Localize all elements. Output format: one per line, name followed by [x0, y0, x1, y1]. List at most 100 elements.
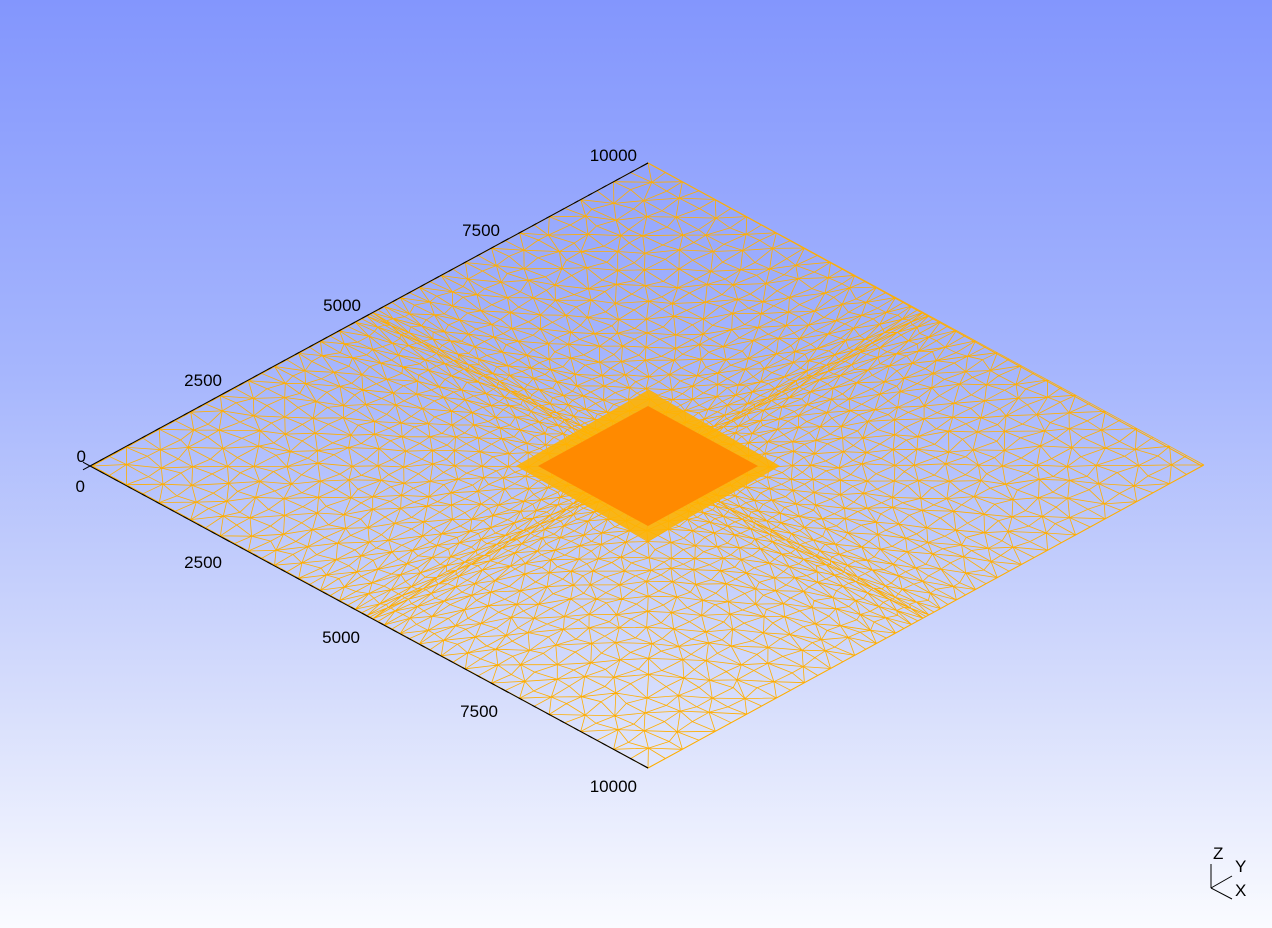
axis-tick — [560, 720, 565, 724]
axis-tick — [169, 420, 174, 424]
lower-tick-label-5000: 5000 — [322, 628, 360, 647]
axis-tick — [361, 612, 370, 618]
axis-tick — [392, 629, 398, 633]
upper-tick-label-10000: 10000 — [590, 146, 637, 165]
axis-tick — [490, 245, 495, 249]
lower-tick-label-7500: 7500 — [460, 702, 498, 721]
axis-tick — [239, 382, 244, 386]
axis-tick — [532, 223, 537, 227]
axis-tick — [587, 192, 593, 196]
axis-tick — [267, 367, 272, 371]
axis-tick — [350, 606, 356, 610]
axis-tick — [322, 336, 328, 340]
axis-tick — [211, 531, 216, 535]
upper-axis: 0 2500 5000 7500 10000 — [77, 146, 649, 471]
axis-tick — [501, 238, 509, 244]
axis-tick — [222, 389, 230, 395]
upper-tick-label-5000: 5000 — [323, 296, 361, 315]
axis-tick — [476, 253, 481, 257]
axis-tick — [518, 230, 523, 234]
axis-tick — [350, 321, 356, 325]
axis-tick — [490, 682, 495, 686]
axis-tick — [127, 486, 133, 490]
axis-tick — [127, 442, 133, 446]
axis-tick — [601, 185, 607, 189]
axis-tick — [113, 478, 119, 482]
axis-tick — [336, 599, 342, 603]
central-block — [538, 406, 758, 526]
axis-tick — [197, 523, 202, 527]
axis-tick — [99, 470, 105, 474]
axis-tick — [183, 412, 188, 416]
axis-tick — [615, 750, 621, 754]
lower-axis-ticks — [82, 461, 649, 769]
axis-tick — [267, 561, 272, 565]
lower-tick-label-0: 0 — [76, 477, 85, 496]
axis-tick — [183, 516, 188, 520]
axis-tick — [295, 351, 300, 356]
lower-tick-label-2500: 2500 — [184, 553, 222, 572]
axis-tick — [253, 374, 258, 378]
axis-tick — [532, 704, 537, 709]
axis-tick — [99, 457, 105, 462]
axis-tick — [361, 314, 370, 319]
axis-tick — [82, 461, 91, 467]
axis-tick — [308, 344, 314, 348]
axis-tick — [169, 508, 174, 512]
axis-tick — [336, 329, 342, 333]
triad-x-label: X — [1235, 881, 1246, 900]
upper-tick-label-7500: 7500 — [462, 221, 500, 240]
axis-tick — [211, 397, 216, 401]
axis-tick — [546, 712, 551, 716]
axis-tick — [253, 553, 258, 558]
axis-tick — [82, 465, 91, 471]
axis-tick — [281, 569, 286, 573]
axis-tick — [574, 200, 579, 204]
axis-tick — [222, 537, 230, 542]
axis-tick — [462, 261, 467, 265]
axis-tick — [197, 404, 202, 409]
lower-tick-label-10000: 10000 — [590, 777, 637, 796]
axis-tick — [434, 652, 439, 656]
axis-tick — [640, 162, 649, 168]
orientation-axes-triad[interactable]: Z Y X — [1210, 844, 1246, 900]
axis-tick — [501, 688, 509, 693]
upper-tick-label-0: 0 — [77, 447, 86, 466]
axis-tick — [308, 584, 314, 588]
axis-tick — [615, 177, 621, 181]
axis-tick — [640, 763, 649, 769]
axis-tick — [141, 435, 147, 439]
axis-tick — [434, 276, 439, 280]
axis-tick — [239, 546, 244, 550]
upper-tick-label-2500: 2500 — [184, 371, 222, 390]
axis-tick — [448, 659, 453, 663]
axis-tick — [322, 591, 328, 595]
axis-tick — [155, 427, 160, 431]
axis-tick — [378, 306, 384, 310]
triad-y-label: Y — [1235, 857, 1246, 876]
axis-tick — [392, 298, 398, 302]
triad-x-line — [1210, 887, 1233, 900]
axis-tick — [378, 621, 384, 625]
axis-tick — [420, 644, 426, 648]
axis-tick — [281, 359, 286, 363]
upper-axis-ticks — [82, 162, 649, 471]
axis-tick — [546, 215, 551, 219]
axis-tick — [629, 170, 635, 174]
axis-tick — [476, 674, 481, 678]
axis-tick — [113, 450, 119, 454]
axis-tick — [574, 727, 579, 731]
axis-tick — [462, 667, 467, 671]
axis-tick — [406, 637, 412, 641]
axis-tick — [518, 697, 523, 701]
lower-axis: 0 2500 5000 7500 10000 — [76, 461, 649, 796]
axis-tick — [406, 291, 412, 295]
triad-y-line — [1210, 875, 1233, 889]
axis-tick — [141, 493, 147, 497]
axis-tick — [601, 742, 607, 746]
axis-tick — [629, 757, 635, 761]
triad-z-label: Z — [1213, 844, 1223, 863]
axis-tick — [420, 283, 426, 287]
